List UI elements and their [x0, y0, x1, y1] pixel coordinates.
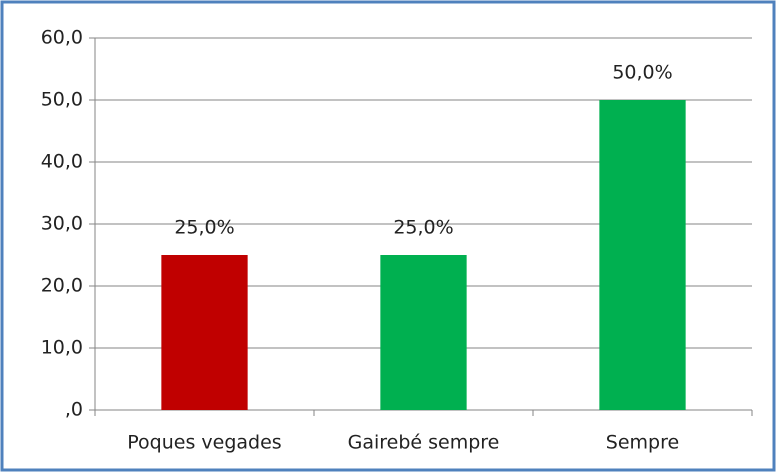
- x-tick-label: Sempre: [606, 432, 679, 454]
- y-tick-label: 50,0: [41, 89, 83, 111]
- x-tick-label: Poques vegades: [127, 432, 281, 454]
- y-tick-label: 20,0: [41, 275, 83, 297]
- data-label: 25,0%: [393, 217, 453, 239]
- y-tick-label: 60,0: [41, 27, 83, 49]
- bar: [599, 100, 686, 410]
- bar: [161, 255, 248, 410]
- data-label: 50,0%: [612, 62, 672, 84]
- x-tick-label: Gairebé sempre: [348, 432, 500, 454]
- data-label: 25,0%: [174, 217, 234, 239]
- bar: [380, 255, 467, 410]
- y-tick-label: ,0: [65, 399, 83, 421]
- y-tick-label: 10,0: [41, 337, 83, 359]
- y-tick-label: 40,0: [41, 151, 83, 173]
- y-tick-label: 30,0: [41, 213, 83, 235]
